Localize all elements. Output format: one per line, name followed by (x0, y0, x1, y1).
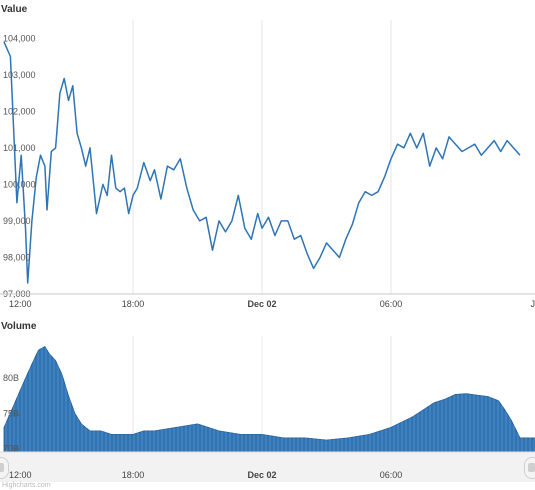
value-x-tick-label: J (531, 299, 535, 309)
volume-area (3, 345, 535, 453)
volume-x-ticks: 12:00 18:00 Dec 02 06:00 (9, 470, 402, 480)
value-y-tick-label: 99,000 (3, 216, 31, 226)
volume-panel-title: Volume (1, 321, 37, 332)
value-y-tick-label: 102,000 (3, 106, 36, 116)
scroll-right-handle[interactable] (524, 457, 535, 479)
value-series (3, 41, 521, 284)
volume-x-tick-label: Dec 02 (247, 470, 276, 480)
chart-credit[interactable]: Highcharts.com (2, 482, 51, 489)
value-y-tick-label: 98,000 (3, 252, 31, 262)
value-y-tick-label: 100,000 (3, 179, 36, 189)
value-y-ticks: 97,00098,00099,000100,000101,000102,0001… (3, 33, 36, 299)
value-line (3, 41, 521, 284)
value-x-tick-label: 18:00 (122, 299, 145, 309)
value-grid (132, 20, 392, 294)
volume-x-tick-label: 06:00 (380, 470, 403, 480)
volume-y-ticks: 70B 75B 80B (3, 373, 19, 453)
value-y-tick-label: 103,000 (3, 70, 36, 80)
volume-x-tick-label: 18:00 (122, 470, 145, 480)
value-y-tick-label: 104,000 (3, 33, 36, 43)
scroll-right-grip-icon (528, 463, 535, 472)
volume-y-tick-label: 70B (3, 443, 19, 453)
scroll-left-grip-icon (0, 463, 4, 472)
value-panel-title: Value (1, 4, 28, 15)
value-x-ticks: 12:00 18:00 Dec 02 06:00 J (9, 299, 535, 309)
value-y-tick-label: 101,000 (3, 143, 36, 153)
volume-y-tick-label: 80B (3, 373, 19, 383)
volume-series (1, 336, 535, 453)
value-x-tick-label: Dec 02 (247, 299, 276, 309)
navigator-strip[interactable] (0, 452, 535, 482)
volume-y-tick-label: 75B (3, 408, 19, 418)
value-x-tick-label: 12:00 (9, 299, 32, 309)
volume-x-tick-label: 12:00 (9, 470, 32, 480)
value-x-tick-label: 06:00 (380, 299, 403, 309)
